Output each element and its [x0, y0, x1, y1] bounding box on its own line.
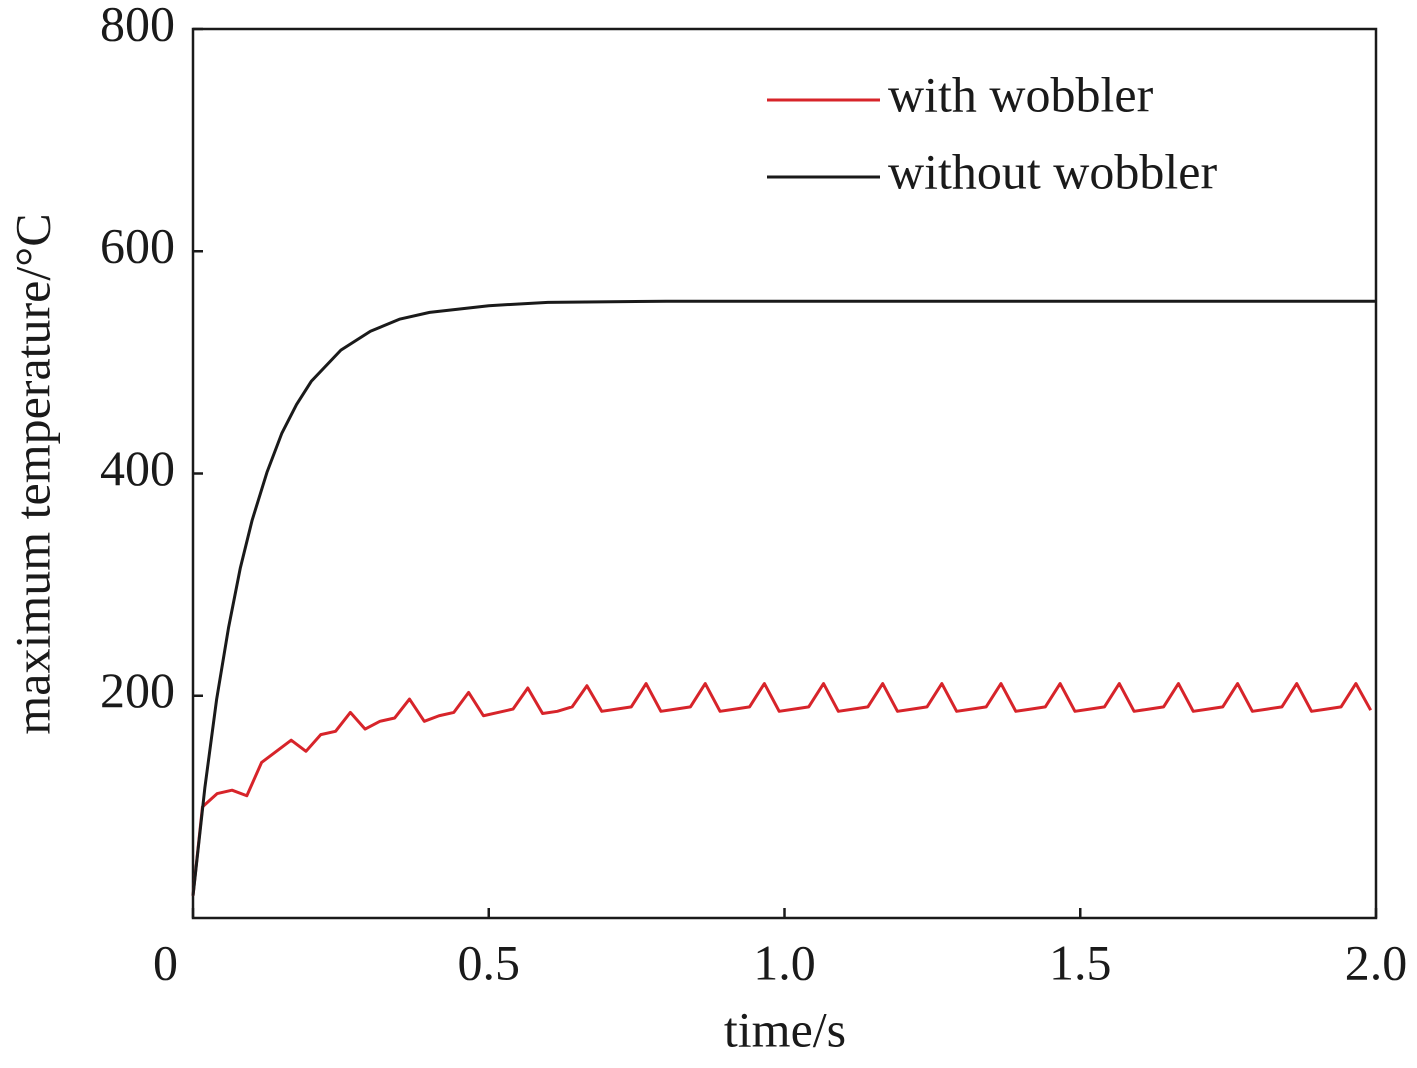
- x-tick-label: 1.0: [753, 934, 816, 990]
- x-axis-label: time/s: [724, 1001, 846, 1057]
- x-tick-label: 0: [153, 934, 178, 990]
- y-tick-label: 400: [100, 440, 175, 496]
- x-tick-label: 1.5: [1049, 934, 1112, 990]
- legend-label: with wobbler: [888, 66, 1154, 122]
- y-tick-label: 600: [100, 218, 175, 274]
- y-axis-label: maximum temperature/°C: [4, 213, 60, 734]
- series-line: [191, 299, 1376, 896]
- x-tick-label: 0.5: [458, 934, 521, 990]
- y-tick-label: 200: [100, 662, 175, 718]
- series-line: [191, 682, 1372, 896]
- y-tick-label: 800: [100, 0, 175, 51]
- legend-label: without wobbler: [888, 143, 1217, 199]
- x-tick-label: 2.0: [1345, 934, 1408, 990]
